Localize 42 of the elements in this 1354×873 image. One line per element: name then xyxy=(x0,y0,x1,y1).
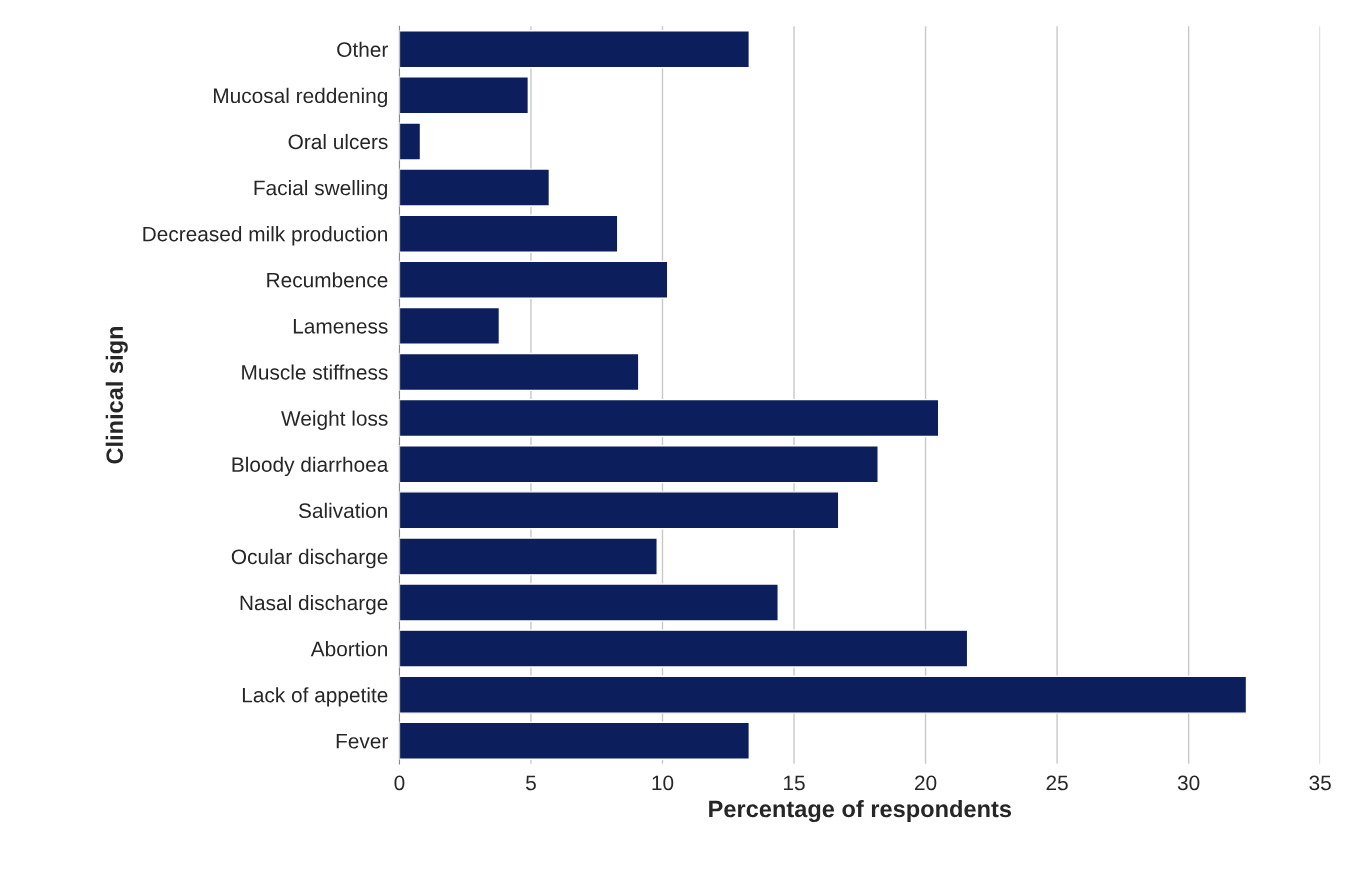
bar xyxy=(399,76,530,115)
bar xyxy=(399,537,658,576)
bar xyxy=(399,398,940,438)
y-tick-label: Nasal discharge xyxy=(240,594,388,615)
y-tick-label: Muscle stiffness xyxy=(242,364,388,380)
y-tick-label: Abortion xyxy=(310,641,387,657)
y-tick-label: Lameness xyxy=(293,319,388,334)
x-tick-label: 0 xyxy=(394,775,405,791)
bar xyxy=(399,260,669,299)
y-tick-label: Bloody diarrhoea xyxy=(232,456,389,477)
x-tick-label: 30 xyxy=(1177,775,1200,791)
bar xyxy=(399,675,1248,714)
bar xyxy=(399,122,422,161)
bar xyxy=(399,214,619,253)
bar xyxy=(399,30,750,69)
x-tick-label: 10 xyxy=(652,775,674,791)
bar xyxy=(399,445,879,484)
y-tick-label: Oral ulcers xyxy=(288,133,388,150)
bar xyxy=(399,168,551,207)
x-tick-label: 15 xyxy=(784,775,805,791)
y-tick-label: Ocular discharge xyxy=(231,548,388,569)
y-tick-label: Other xyxy=(337,41,388,57)
y-tick-label: Mucosal reddening xyxy=(214,87,387,108)
bar xyxy=(399,721,750,760)
y-tick-label: Recumbence xyxy=(267,272,388,288)
y-tick-label: Facial swelling xyxy=(254,180,387,200)
x-tick-label: 20 xyxy=(915,775,937,791)
x-tick-label: 35 xyxy=(1309,775,1331,791)
y-tick-label: Fever xyxy=(336,734,388,749)
bar xyxy=(399,583,779,622)
y-tick-label: Lack of appetite xyxy=(242,687,388,707)
x-axis-title: Percentage of respondents xyxy=(709,799,1012,823)
y-axis-title: Clinical sign xyxy=(105,326,128,464)
y-tick-label: Salivation xyxy=(298,502,387,519)
bar xyxy=(399,306,501,346)
x-tick-label: 25 xyxy=(1046,775,1068,791)
bar xyxy=(399,352,640,392)
y-tick-label: Weight loss xyxy=(281,410,388,430)
bar xyxy=(399,491,840,530)
bar xyxy=(399,629,969,668)
y-tick-label: Decreased milk production xyxy=(143,226,387,246)
x-tick-label: 5 xyxy=(526,775,536,791)
